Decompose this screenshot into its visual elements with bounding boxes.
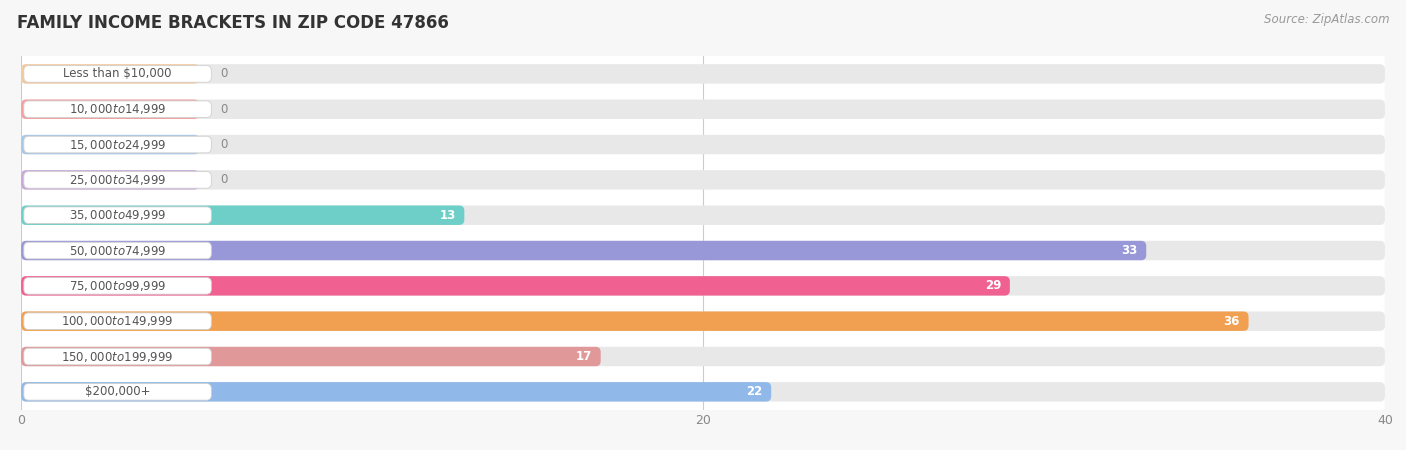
FancyBboxPatch shape (21, 241, 1385, 260)
FancyBboxPatch shape (21, 99, 200, 119)
Bar (21, 162, 1385, 198)
Text: 0: 0 (219, 68, 228, 81)
Text: FAMILY INCOME BRACKETS IN ZIP CODE 47866: FAMILY INCOME BRACKETS IN ZIP CODE 47866 (17, 14, 449, 32)
FancyBboxPatch shape (21, 170, 200, 189)
FancyBboxPatch shape (21, 135, 1385, 154)
Bar (21, 303, 1385, 339)
Text: $100,000 to $149,999: $100,000 to $149,999 (62, 314, 174, 328)
FancyBboxPatch shape (21, 276, 1385, 296)
Bar (21, 198, 1385, 233)
FancyBboxPatch shape (24, 101, 211, 117)
Bar (21, 339, 1385, 374)
FancyBboxPatch shape (21, 311, 1249, 331)
Text: 29: 29 (986, 279, 1001, 292)
Bar (21, 127, 1385, 162)
FancyBboxPatch shape (21, 382, 1385, 401)
Bar (21, 92, 1385, 127)
Bar (21, 374, 1385, 410)
Bar (21, 56, 1385, 92)
Text: $35,000 to $49,999: $35,000 to $49,999 (69, 208, 166, 222)
FancyBboxPatch shape (24, 313, 211, 329)
Text: 22: 22 (747, 385, 762, 398)
FancyBboxPatch shape (21, 206, 464, 225)
FancyBboxPatch shape (24, 383, 211, 400)
Text: $75,000 to $99,999: $75,000 to $99,999 (69, 279, 166, 293)
FancyBboxPatch shape (24, 348, 211, 365)
FancyBboxPatch shape (24, 207, 211, 224)
Text: 17: 17 (576, 350, 592, 363)
FancyBboxPatch shape (21, 311, 1385, 331)
FancyBboxPatch shape (24, 66, 211, 82)
Text: $150,000 to $199,999: $150,000 to $199,999 (62, 350, 174, 364)
Text: 0: 0 (219, 138, 228, 151)
Text: 0: 0 (219, 173, 228, 186)
Text: 33: 33 (1122, 244, 1137, 257)
Text: Less than $10,000: Less than $10,000 (63, 68, 172, 81)
FancyBboxPatch shape (21, 382, 772, 401)
Bar (21, 268, 1385, 303)
FancyBboxPatch shape (21, 170, 1385, 189)
Text: 36: 36 (1223, 315, 1240, 328)
FancyBboxPatch shape (24, 242, 211, 259)
FancyBboxPatch shape (24, 171, 211, 188)
Text: $10,000 to $14,999: $10,000 to $14,999 (69, 102, 166, 116)
FancyBboxPatch shape (24, 278, 211, 294)
Text: $15,000 to $24,999: $15,000 to $24,999 (69, 138, 166, 152)
FancyBboxPatch shape (21, 64, 1385, 84)
Text: $200,000+: $200,000+ (84, 385, 150, 398)
Text: Source: ZipAtlas.com: Source: ZipAtlas.com (1264, 14, 1389, 27)
FancyBboxPatch shape (21, 276, 1010, 296)
FancyBboxPatch shape (21, 64, 200, 84)
FancyBboxPatch shape (21, 347, 1385, 366)
FancyBboxPatch shape (21, 206, 1385, 225)
Text: 0: 0 (219, 103, 228, 116)
Text: $50,000 to $74,999: $50,000 to $74,999 (69, 243, 166, 257)
FancyBboxPatch shape (21, 99, 1385, 119)
FancyBboxPatch shape (21, 135, 200, 154)
FancyBboxPatch shape (21, 347, 600, 366)
Text: $25,000 to $34,999: $25,000 to $34,999 (69, 173, 166, 187)
FancyBboxPatch shape (24, 136, 211, 153)
Text: 13: 13 (440, 209, 456, 222)
Bar (21, 233, 1385, 268)
FancyBboxPatch shape (21, 241, 1146, 260)
